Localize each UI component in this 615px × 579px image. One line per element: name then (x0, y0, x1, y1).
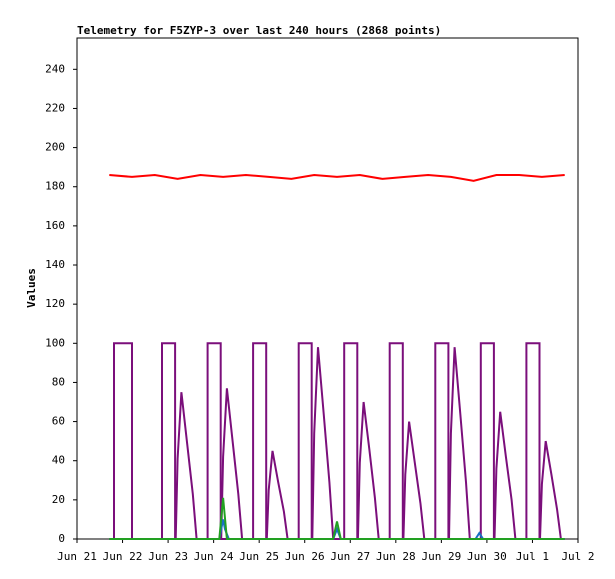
x-tick-label: Jul 1 (516, 550, 549, 563)
y-tick-label: 0 (58, 532, 65, 545)
x-tick-label: Jun 26 (285, 550, 325, 563)
x-tick-label: Jun 27 (330, 550, 370, 563)
series-line (109, 173, 565, 182)
y-axis-label: Values (25, 268, 38, 308)
y-tick-label: 40 (52, 454, 65, 467)
y-tick-label: 140 (45, 258, 65, 271)
y-tick-label: 80 (52, 375, 65, 388)
y-tick-label: 240 (45, 62, 65, 75)
y-tick-label: 120 (45, 297, 65, 310)
x-tick-label: Jun 28 (376, 550, 416, 563)
series-line (174, 347, 562, 540)
x-tick-label: Jun 25 (239, 550, 279, 563)
x-tick-label: Jun 24 (194, 550, 234, 563)
y-tick-label: 200 (45, 141, 65, 154)
chart-title: Telemetry for F5ZYP-3 over last 240 hour… (77, 24, 441, 37)
x-tick-label: Jun 23 (148, 550, 188, 563)
y-tick-label: 100 (45, 336, 65, 349)
x-tick-label: Jun 30 (467, 550, 507, 563)
x-tick-label: Jun 22 (103, 550, 143, 563)
y-tick-label: 180 (45, 180, 65, 193)
x-tick-label: Jun 21 (57, 550, 97, 563)
x-tick-label: Jul 2 (561, 550, 594, 563)
y-tick-label: 220 (45, 101, 65, 114)
series-line (109, 497, 565, 540)
y-tick-label: 20 (52, 493, 65, 506)
x-tick-label: Jun 29 (421, 550, 461, 563)
y-tick-label: 160 (45, 219, 65, 232)
y-tick-label: 60 (52, 415, 65, 428)
